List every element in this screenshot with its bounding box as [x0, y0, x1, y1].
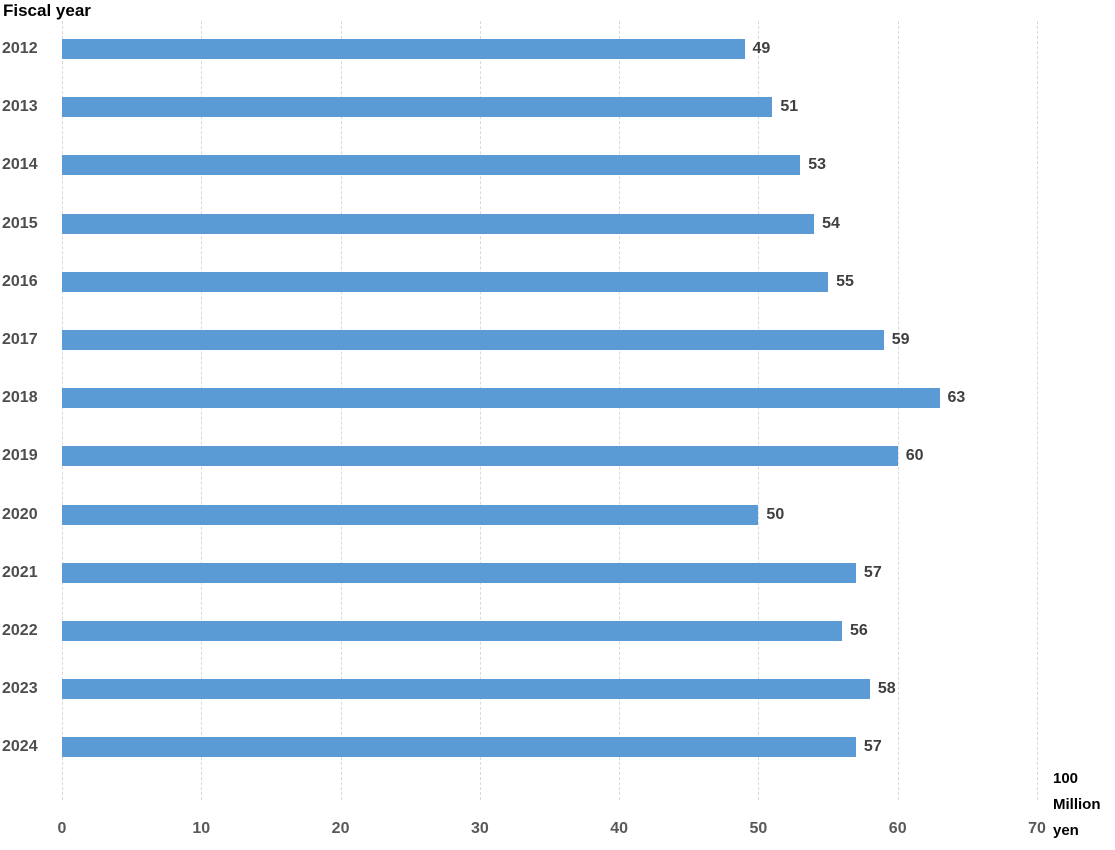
category-label: 2012 — [2, 40, 38, 58]
bar — [62, 679, 870, 700]
value-label: 57 — [863, 738, 882, 756]
gridline-20 — [340, 21, 342, 800]
bar — [62, 621, 842, 642]
category-label: 2020 — [2, 505, 38, 523]
bar — [62, 562, 856, 583]
bar-row-2013: 2013 51 — [0, 78, 1115, 136]
category-label: 2023 — [2, 680, 38, 698]
gridline-0 — [62, 21, 63, 800]
category-label: 2017 — [2, 331, 38, 349]
gridline-50 — [758, 21, 760, 800]
bar — [62, 155, 801, 176]
value-label: 59 — [891, 331, 910, 349]
value-label: 50 — [766, 505, 785, 523]
value-label: 51 — [780, 98, 799, 116]
value-label: 58 — [877, 680, 896, 698]
bar-row-2015: 2015 54 — [0, 195, 1115, 253]
axis-unit-label: 100 Million yen — [1053, 766, 1115, 844]
x-tick-label-10: 10 — [192, 820, 211, 837]
bar — [62, 330, 884, 351]
bar-row-2023: 2023 58 — [0, 660, 1115, 718]
category-label: 2019 — [2, 447, 38, 465]
bar — [62, 213, 815, 234]
value-label: 63 — [947, 389, 966, 407]
bar — [62, 97, 773, 118]
x-tick-label-20: 20 — [331, 820, 350, 837]
chart-title: Fiscal year — [3, 1, 91, 20]
x-tick-label-70: 70 — [1028, 820, 1046, 837]
value-label: 54 — [822, 214, 840, 232]
bar-row-2020: 2020 50 — [0, 486, 1115, 544]
x-tick-label-60: 60 — [888, 820, 907, 837]
category-label: 2014 — [2, 156, 38, 174]
x-tick-label-50: 50 — [749, 820, 768, 837]
value-label: 57 — [863, 563, 882, 581]
unit-line-1: 100 — [1053, 770, 1079, 787]
bar — [62, 504, 759, 525]
bar-row-2019: 2019 60 — [0, 427, 1115, 485]
bar-row-2012: 2012 49 — [0, 20, 1115, 78]
value-label: 60 — [905, 447, 924, 465]
category-label: 2018 — [2, 389, 38, 407]
value-label: 53 — [808, 156, 826, 174]
bar — [62, 737, 856, 758]
gridline-70 — [1037, 21, 1038, 800]
value-label: 49 — [752, 40, 771, 58]
category-label: 2021 — [2, 563, 38, 581]
bar-row-2018: 2018 63 — [0, 369, 1115, 427]
unit-line-2: Million — [1053, 796, 1101, 813]
gridline-30 — [479, 21, 481, 800]
gridline-10 — [201, 21, 203, 800]
value-label: 56 — [850, 622, 868, 640]
x-tick-label-0: 0 — [57, 820, 67, 837]
category-label: 2015 — [2, 214, 38, 232]
bar-row-2024: 2024 57 — [0, 718, 1115, 776]
bar-row-2017: 2017 59 — [0, 311, 1115, 369]
bar-row-2014: 2014 53 — [0, 136, 1115, 194]
bar-row-2021: 2021 57 — [0, 544, 1115, 602]
x-tick-label-30: 30 — [470, 820, 489, 837]
gridline-40 — [619, 21, 621, 800]
bar — [62, 271, 829, 292]
bar — [62, 39, 745, 60]
category-label: 2013 — [2, 98, 38, 116]
x-tick-label-40: 40 — [610, 820, 629, 837]
unit-line-3: yen — [1053, 822, 1079, 839]
value-label: 55 — [836, 272, 854, 290]
bar — [62, 388, 940, 409]
category-label: 2024 — [2, 738, 38, 756]
bar — [62, 446, 898, 467]
category-label: 2016 — [2, 272, 38, 290]
category-label: 2022 — [2, 622, 38, 640]
bar-row-2016: 2016 55 — [0, 253, 1115, 311]
gridline-60 — [897, 21, 899, 800]
bar-row-2022: 2022 56 — [0, 602, 1115, 660]
